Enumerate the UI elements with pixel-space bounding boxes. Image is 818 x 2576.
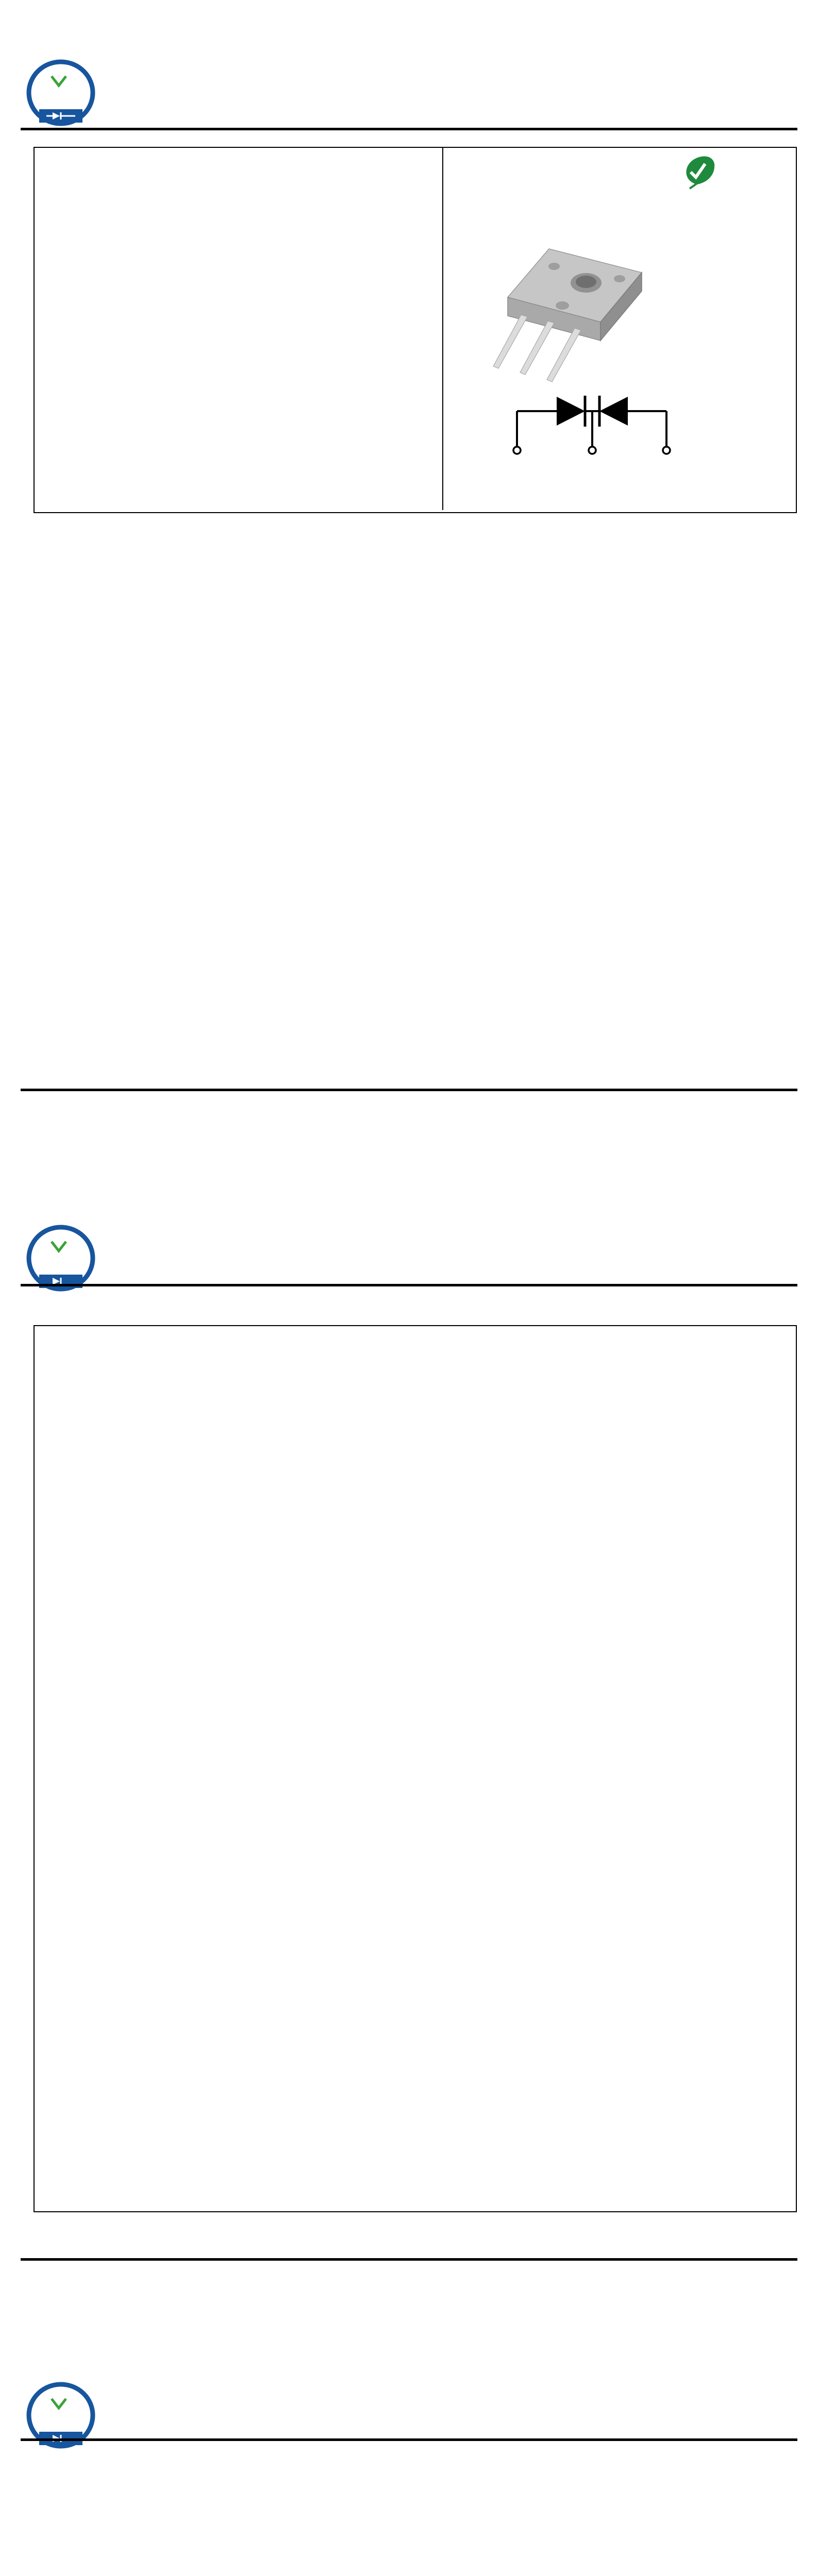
footer-rule-2 (21, 2258, 797, 2261)
pin3-terminal (662, 446, 671, 455)
pkg-hole-s3 (556, 301, 569, 310)
logo-diode-icon (53, 112, 60, 120)
pkg-hole-s1 (548, 263, 560, 270)
fig2-surge-current-chart (423, 1335, 577, 1413)
diode1-icon (557, 397, 585, 426)
logo-circle (26, 59, 95, 126)
fig4-forward-characteristic-chart (423, 1686, 577, 1763)
logo-circle (26, 2382, 95, 2449)
fig1-forward-current-derating-chart (44, 1346, 198, 1423)
rohs-stem (689, 180, 701, 190)
header-rule-2 (21, 1284, 797, 1286)
rohs-logo-icon (686, 156, 715, 190)
pkg-side-face (600, 271, 642, 342)
header-rule (21, 128, 797, 130)
pkg-lead2 (520, 320, 555, 375)
header-rule-3 (21, 2438, 797, 2441)
intro-box (34, 147, 797, 513)
pkg-lead3 (546, 328, 581, 382)
fig3-reverse-characteristic-chart (44, 1686, 198, 1763)
pkg-hole-s2 (614, 275, 625, 282)
logo-diode-icon (53, 1278, 60, 1285)
footer-rule-1 (21, 1089, 797, 1091)
pkg-hole-inner (576, 276, 596, 288)
pkg-lead1 (493, 314, 528, 369)
brand-logo-icon (26, 2382, 95, 2449)
pin2-terminal (588, 446, 597, 455)
pin1-terminal (512, 446, 522, 455)
diode2-icon (599, 397, 628, 426)
logo-accent (51, 2398, 67, 2411)
rohs-check-icon (689, 163, 707, 180)
brand-logo-icon (26, 59, 95, 126)
diode-schematic (512, 396, 671, 455)
brand-logo-icon (26, 1225, 95, 1292)
logo-accent (51, 75, 67, 88)
intro-box-divider (442, 148, 443, 510)
logo-accent (51, 1241, 67, 1253)
package-photo (493, 248, 643, 382)
charts-box (34, 1325, 797, 2212)
logo-circle (26, 1225, 95, 1292)
